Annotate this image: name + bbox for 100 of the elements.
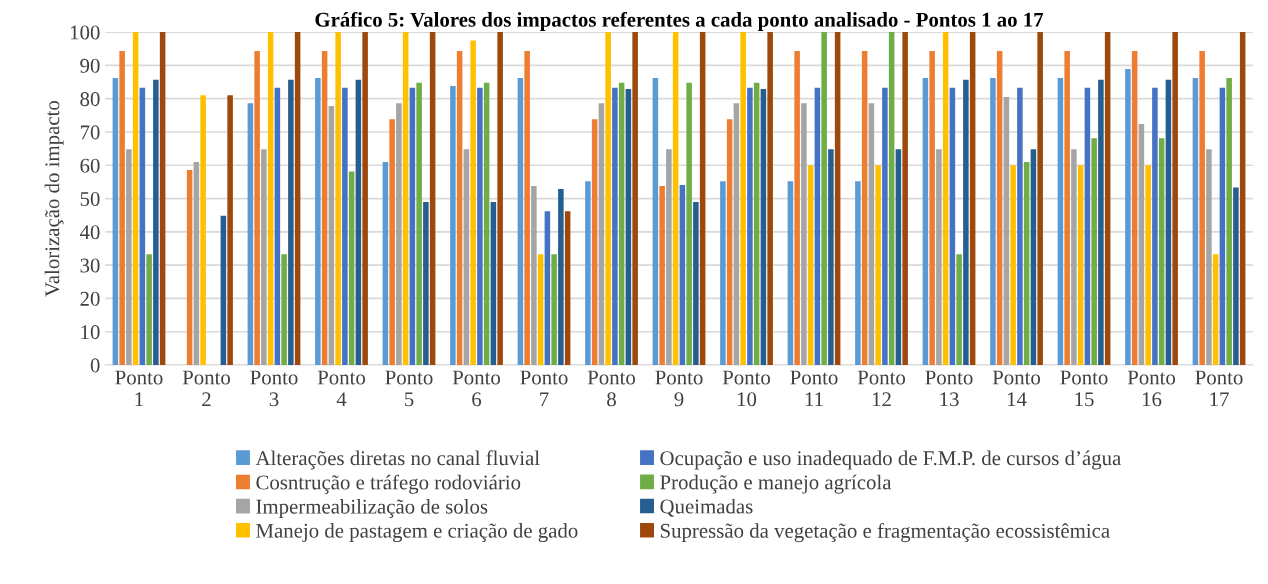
bar <box>922 78 929 365</box>
bar <box>1003 97 1010 365</box>
bar <box>139 87 146 365</box>
bar <box>612 87 618 365</box>
bar <box>362 32 368 365</box>
legend-label: Manejo de pastagem e criação de gado <box>256 523 578 543</box>
x-tick-label: Ponto 14 <box>992 370 1041 407</box>
bar <box>1165 79 1172 365</box>
bar <box>585 181 591 365</box>
bar <box>1037 32 1043 365</box>
x-tick-label: Ponto 1 <box>115 370 163 407</box>
x-tick-label: Ponto 9 <box>655 370 703 407</box>
bar <box>807 165 814 365</box>
bar <box>551 254 557 365</box>
bar <box>267 32 274 365</box>
bar <box>1152 87 1158 365</box>
bar <box>875 165 881 365</box>
bar <box>328 106 335 365</box>
bar <box>288 79 294 365</box>
bar <box>274 87 281 365</box>
bar <box>747 87 753 365</box>
bar <box>227 95 233 365</box>
bar <box>720 181 726 365</box>
bar <box>1212 254 1219 365</box>
y-tick-label: 100 <box>70 25 100 40</box>
bar <box>1172 32 1178 365</box>
bar <box>200 95 206 365</box>
bar <box>558 188 564 365</box>
bar <box>895 149 902 365</box>
bar <box>254 51 260 365</box>
bar <box>1077 165 1084 365</box>
bar <box>281 254 287 365</box>
bar <box>429 32 436 365</box>
bar <box>942 32 949 365</box>
bar <box>1233 187 1239 365</box>
bar <box>1192 78 1199 365</box>
bar <box>450 86 456 365</box>
bar <box>463 149 470 365</box>
bar <box>949 87 956 365</box>
bar <box>814 87 821 365</box>
bar <box>335 32 341 365</box>
bar <box>1064 51 1070 365</box>
bar <box>1104 32 1111 365</box>
bar <box>1084 87 1091 365</box>
bar <box>261 149 267 365</box>
bar <box>382 161 389 365</box>
bar <box>693 201 699 365</box>
bar <box>1206 149 1212 365</box>
bar <box>537 254 544 365</box>
bar <box>828 149 834 365</box>
bar <box>936 149 942 365</box>
bar <box>1030 149 1037 365</box>
bar <box>315 78 321 365</box>
y-tick-label: 30 <box>80 258 100 273</box>
bar <box>531 185 537 365</box>
x-tick-label: Ponto 10 <box>722 370 771 407</box>
y-tick-label: 40 <box>79 225 100 240</box>
bar <box>126 149 132 365</box>
y-tick-label: 0 <box>90 358 100 373</box>
legend-label: Produção e manejo agrícola <box>660 474 892 494</box>
y-tick-label: 90 <box>80 58 100 73</box>
bar <box>1145 165 1151 365</box>
bar <box>321 51 328 365</box>
x-tick-label: Ponto 17 <box>1195 370 1243 407</box>
bar <box>956 254 962 365</box>
bar <box>686 82 692 365</box>
x-tick-label: Ponto 13 <box>925 370 973 407</box>
bar <box>1226 78 1232 365</box>
bar <box>483 82 490 365</box>
bar <box>132 32 139 365</box>
bar <box>659 185 665 365</box>
bar <box>1057 78 1064 365</box>
bar <box>1158 138 1165 365</box>
bar <box>591 119 598 365</box>
x-tick-label: Ponto 8 <box>587 370 636 407</box>
bar <box>1098 79 1104 365</box>
bar <box>342 87 348 365</box>
y-tick-label: 20 <box>80 291 100 306</box>
bar <box>294 32 301 365</box>
bar <box>409 87 416 365</box>
bar <box>666 149 672 365</box>
bar <box>882 87 888 365</box>
bar <box>625 89 632 365</box>
bar <box>855 181 861 365</box>
bar <box>902 32 908 365</box>
bar <box>119 51 125 365</box>
bar <box>672 32 679 365</box>
bar <box>490 201 497 365</box>
bar <box>348 171 355 365</box>
bar <box>477 87 483 365</box>
x-tick-label: Ponto 15 <box>1060 370 1108 407</box>
y-tick-label: 50 <box>80 191 100 206</box>
bar <box>605 32 611 365</box>
bar <box>524 51 530 365</box>
bar <box>1010 165 1016 365</box>
legend-label: Cosntrução e tráfego rodoviário <box>256 474 521 494</box>
bar <box>632 32 638 365</box>
x-tick-label: Ponto 4 <box>317 370 366 407</box>
bar <box>193 161 200 365</box>
bar <box>740 32 746 365</box>
